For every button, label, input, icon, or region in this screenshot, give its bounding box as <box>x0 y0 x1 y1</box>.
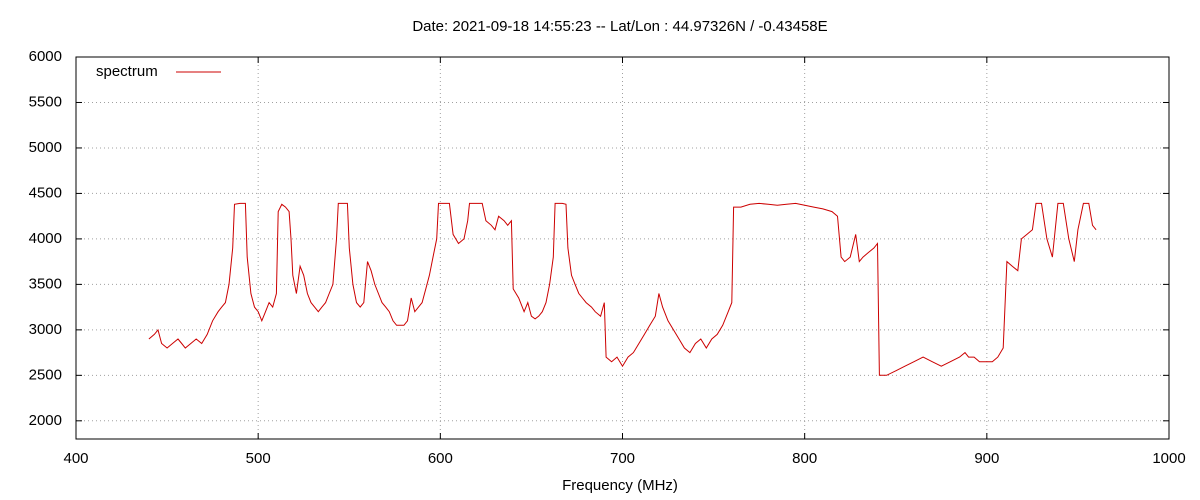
y-tick-label: 6000 <box>29 48 62 65</box>
y-tick-label: 4000 <box>29 230 62 247</box>
y-tick-label: 2000 <box>29 412 62 429</box>
x-tick-label: 800 <box>792 450 817 467</box>
y-tick-label: 3500 <box>29 275 62 292</box>
legend-label: spectrum <box>96 63 158 80</box>
y-tick-label: 2500 <box>29 366 62 383</box>
x-tick-label: 700 <box>610 450 635 467</box>
x-tick-label: 500 <box>246 450 271 467</box>
y-tick-label: 5000 <box>29 139 62 156</box>
y-tick-label: 4500 <box>29 184 62 201</box>
x-tick-label: 900 <box>974 450 999 467</box>
y-tick-label: 3000 <box>29 321 62 338</box>
x-tick-label: 600 <box>428 450 453 467</box>
plot-frame <box>75 56 1170 440</box>
spectrum-line <box>148 202 1097 376</box>
x-axis-label: Frequency (MHz) <box>562 477 678 494</box>
chart-title: Date: 2021-09-18 14:55:23 -- Lat/Lon : 4… <box>412 18 827 35</box>
x-tick-label: 400 <box>63 450 88 467</box>
x-tick-label: 1000 <box>1152 450 1185 467</box>
y-tick-label: 5500 <box>29 93 62 110</box>
